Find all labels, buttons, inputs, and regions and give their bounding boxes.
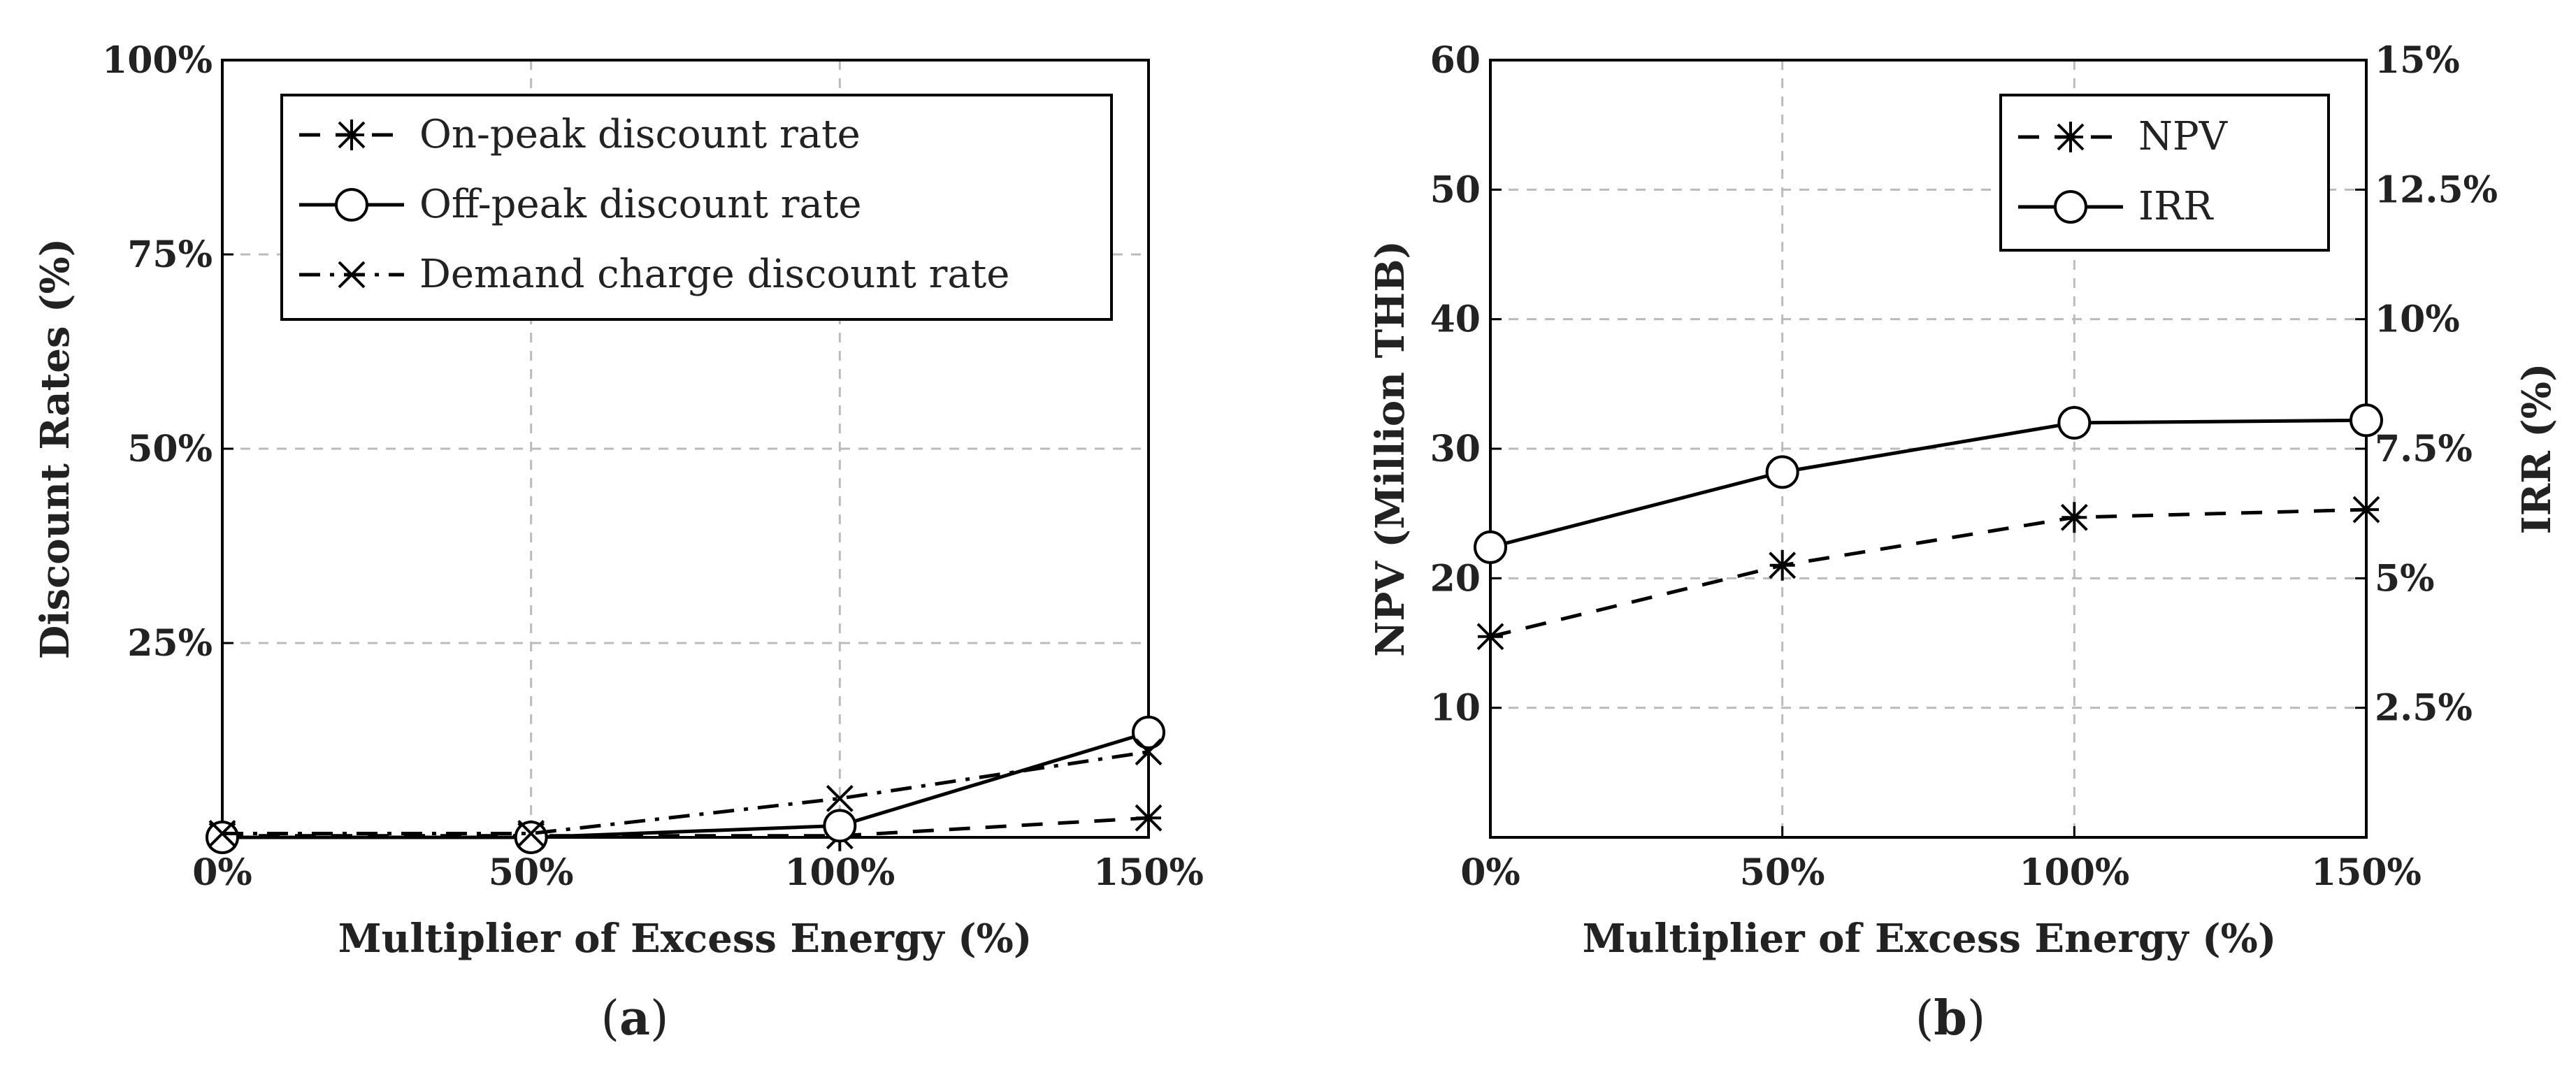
panel-a-legend: On-peak discount rate Off-peak discount r… (280, 94, 1113, 321)
panel-b-legend-box (1999, 94, 2330, 252)
series-marker-stroke (826, 784, 854, 812)
series-marker (826, 784, 854, 812)
panel-b-x-axis-title: Multiplier of Excess Energy (%) (1583, 916, 2277, 962)
x-tick-label: 0% (192, 851, 252, 894)
y-tick-label: 30 (1430, 428, 1481, 470)
series-marker-stroke (2060, 503, 2088, 531)
x-tick-label: 50% (1740, 851, 1825, 894)
y-tick-label: 75% (127, 233, 213, 276)
y-tick-label: 50 (1430, 168, 1481, 211)
panel-a-legend-box (280, 94, 1113, 321)
legend-label: IRR (2138, 184, 2214, 229)
series-marker (514, 821, 548, 854)
series-marker-circle (514, 821, 548, 854)
y2-tick-label: 10% (2375, 298, 2460, 341)
legend-marker-stroke (338, 121, 366, 149)
series-marker (517, 820, 545, 847)
legend-marker-stroke (2057, 123, 2085, 151)
series-marker-stroke (517, 820, 545, 847)
panel-a-x-axis-title: Multiplier of Excess Energy (%) (338, 916, 1032, 962)
y2-tick-label: 5% (2375, 557, 2435, 600)
legend-marker (338, 120, 366, 150)
y-tick-label: 20 (1430, 557, 1481, 600)
y2-tick-label: 15% (2375, 39, 2460, 82)
legend-label: On-peak discount rate (419, 112, 861, 157)
y2-tick-label: 12.5% (2375, 168, 2498, 211)
y-tick-label: 25% (127, 622, 213, 665)
panel-a-ticks: 0% 50% 100% 150% 25% 50% 75% 100% (102, 39, 1204, 894)
series-line (1490, 507, 2367, 639)
legend-marker (2057, 122, 2085, 152)
series-marker (823, 809, 857, 843)
panel-b-ticks: 0% 50% 100% 150% 10 20 30 40 50 60 2.5% 5% 7.5% 10% 12… (1430, 39, 2498, 894)
x-tick-label: 50% (489, 851, 574, 894)
panel-a-y-axis-title: Discount Rates (%) (32, 238, 78, 659)
series-marker (2060, 502, 2088, 533)
series-marker-circle (1132, 715, 1165, 749)
legend-label: Off-peak discount rate (419, 182, 862, 227)
y-tick-label: 40 (1430, 298, 1481, 341)
series-marker (1135, 802, 1163, 834)
series-marker (1765, 455, 1799, 489)
series-marker-circle (206, 821, 239, 854)
series-marker (208, 820, 236, 847)
x-tick-label: 100% (2019, 851, 2129, 894)
legend-marker-stroke (338, 261, 366, 289)
legend-marker (2054, 190, 2087, 224)
series-marker-stroke (1476, 623, 1504, 651)
panel-b-y-axis-title: NPV (Million THB) (1367, 240, 1413, 657)
y2-tick-label: 7.5% (2375, 428, 2473, 470)
series-marker-stroke (1135, 804, 1163, 832)
y-tick-label: 10 (1430, 687, 1481, 730)
series-marker-stroke (1135, 738, 1163, 766)
legend-marker (335, 188, 368, 222)
series-marker (1135, 738, 1163, 766)
y-tick-label: 100% (102, 39, 213, 82)
panel-a-series (206, 715, 1165, 854)
panel-b-legend: NPV IRR (1999, 94, 2330, 252)
y2-tick-label: 2.5% (2375, 687, 2473, 730)
series-marker (2352, 494, 2380, 526)
panel-b-y2-axis-title: IRR (%) (2514, 363, 2560, 535)
series-marker-circle (1474, 530, 1507, 564)
y-tick-label: 60 (1430, 39, 1481, 82)
series-marker (1474, 530, 1507, 564)
panel-a-label: (a) (600, 990, 668, 1046)
series-line (222, 730, 1149, 839)
series-marker-circle (1765, 455, 1799, 489)
panel-b-chart: 0% 50% 100% 150% 10 20 30 40 50 60 2.5% 5% 7.5% 10% 12… (1367, 39, 2560, 1046)
series-marker (206, 821, 239, 854)
series-marker-circle (823, 809, 857, 843)
series-marker (1769, 549, 1797, 581)
series-marker (1132, 715, 1165, 749)
series-marker (2057, 405, 2092, 440)
legend-label: Demand charge discount rate (419, 252, 1009, 297)
panel-b-label: (b) (1915, 990, 1986, 1046)
y-tick-label: 50% (127, 428, 213, 470)
legend-marker-circle (335, 188, 368, 222)
series-marker-stroke (2352, 496, 2380, 524)
series-marker-circle (2350, 403, 2383, 438)
series-marker (1476, 621, 1504, 652)
series-marker-stroke (208, 820, 236, 847)
legend-label: NPV (2138, 114, 2229, 159)
series-line (1490, 418, 2367, 549)
legend-marker (338, 261, 366, 289)
panel-a-chart: 0% 50% 100% 150% 25% 50% 75% 100% Multiplier of… (32, 39, 1204, 1046)
series-marker-stroke (1769, 551, 1797, 579)
series-marker-circle (2057, 405, 2092, 440)
x-tick-label: 150% (1093, 851, 1204, 894)
legend-marker-circle (2054, 190, 2087, 224)
series-marker (2350, 403, 2383, 438)
panel-b-series (1474, 403, 2383, 652)
series-line (222, 750, 1149, 835)
x-tick-label: 150% (2311, 851, 2422, 894)
x-tick-label: 0% (1460, 851, 1520, 894)
x-tick-label: 100% (784, 851, 895, 894)
